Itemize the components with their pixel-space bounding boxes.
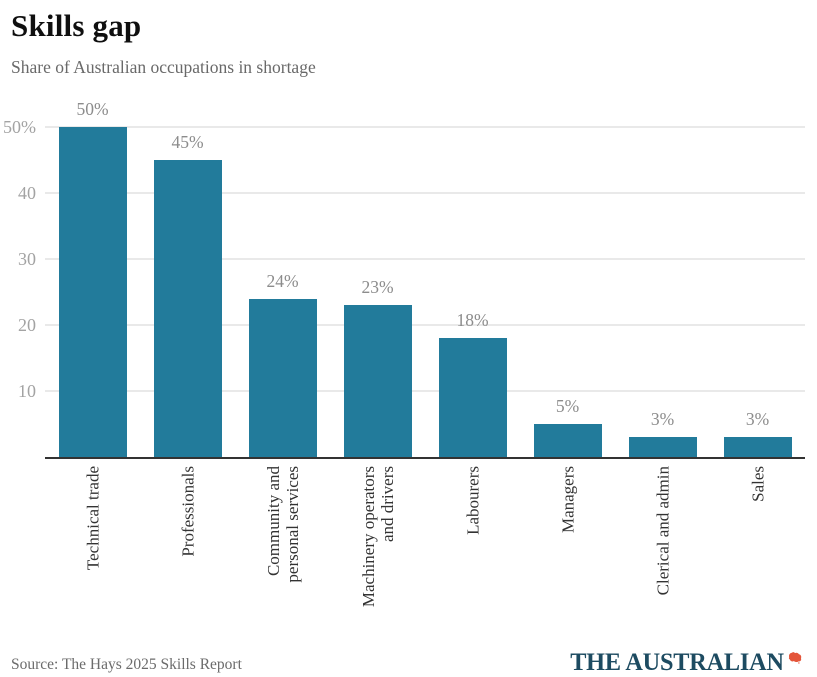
bar-value-label: 45%	[171, 132, 204, 152]
bar-column: 23%	[330, 94, 425, 457]
bar-value-label: 23%	[361, 277, 394, 298]
bar-value-label: 3%	[650, 409, 675, 430]
category-label: Clerical and admin	[652, 466, 672, 596]
category-label: Technical trade	[82, 466, 102, 571]
category-cell: Technical trade	[45, 459, 140, 631]
bar-4	[343, 305, 412, 457]
category-label: Sales	[747, 466, 767, 502]
source-note: Source: The Hays 2025 Skills Report	[11, 656, 242, 673]
bar-1	[58, 127, 127, 457]
bar-column: 45%	[140, 94, 235, 457]
bar-column: 18%	[425, 94, 520, 457]
category-cell: Labourers	[425, 459, 520, 631]
bar-column: 3%	[615, 94, 710, 457]
bar-value-label: 5%	[555, 396, 580, 416]
chart-title: Skills gap	[11, 8, 142, 43]
category-cell: Clerical and admin	[615, 459, 710, 631]
category-label: Professionals	[177, 466, 197, 557]
y-axis-tick-10: 10	[18, 381, 36, 401]
bar-value-label: 50%	[76, 99, 109, 119]
gridline-30	[45, 258, 805, 260]
chart-header: Skills gap Share of Australian occupatio…	[0, 0, 817, 78]
bar-value-label: 18%	[456, 310, 489, 331]
y-axis-tick-40: 40	[18, 183, 36, 203]
category-label: Community and personal services	[263, 466, 302, 583]
category-cell: Community and personal services	[235, 459, 330, 631]
bar-column: 3%	[710, 94, 805, 457]
australia-map-icon	[788, 652, 802, 664]
bar-column: 50%	[45, 94, 140, 457]
category-cell: Sales	[710, 459, 805, 631]
gridline-10	[45, 390, 805, 392]
bars-container: 50% 45% 24% 23% 18% 5% 3% 3%	[45, 94, 805, 457]
bar-column: 5%	[520, 94, 615, 457]
category-label: Machinery operators and drivers	[358, 466, 397, 608]
category-cell: Managers	[520, 459, 615, 631]
bar-2	[153, 160, 222, 457]
bar-chart-plot-area: 10 20 30 40 50% 50% 45% 24% 23% 18% 5% 3% 3%	[3, 94, 805, 459]
y-axis-tick-50: 50%	[3, 117, 36, 137]
gridline-50	[45, 126, 805, 128]
the-australian-logo: THE AUSTRALIAN	[570, 649, 803, 677]
bar-7	[628, 437, 697, 457]
logo-text: THE AUSTRALIAN	[570, 649, 784, 676]
chart-footer: Source: The Hays 2025 Skills Report THE …	[11, 649, 803, 677]
category-label: Labourers	[462, 466, 482, 535]
category-cell: Professionals	[140, 459, 235, 631]
bar-value-label: 3%	[745, 409, 770, 430]
gridline-20	[45, 324, 805, 326]
y-axis-tick-20: 20	[18, 315, 36, 335]
gridline-40	[45, 192, 805, 194]
bar-column: 24%	[235, 94, 330, 457]
bar-8	[723, 437, 792, 457]
bar-6	[533, 424, 602, 457]
category-cell: Machinery operators and drivers	[330, 459, 425, 631]
x-axis-category-labels: Technical trade Professionals Community an…	[45, 459, 805, 631]
y-axis-tick-30: 30	[18, 249, 36, 269]
bar-value-label: 24%	[266, 270, 299, 291]
chart-subtitle: Share of Australian occupations in short…	[11, 57, 316, 77]
bar-3	[248, 298, 317, 457]
bar-5	[438, 338, 507, 457]
category-label: Managers	[557, 466, 577, 534]
